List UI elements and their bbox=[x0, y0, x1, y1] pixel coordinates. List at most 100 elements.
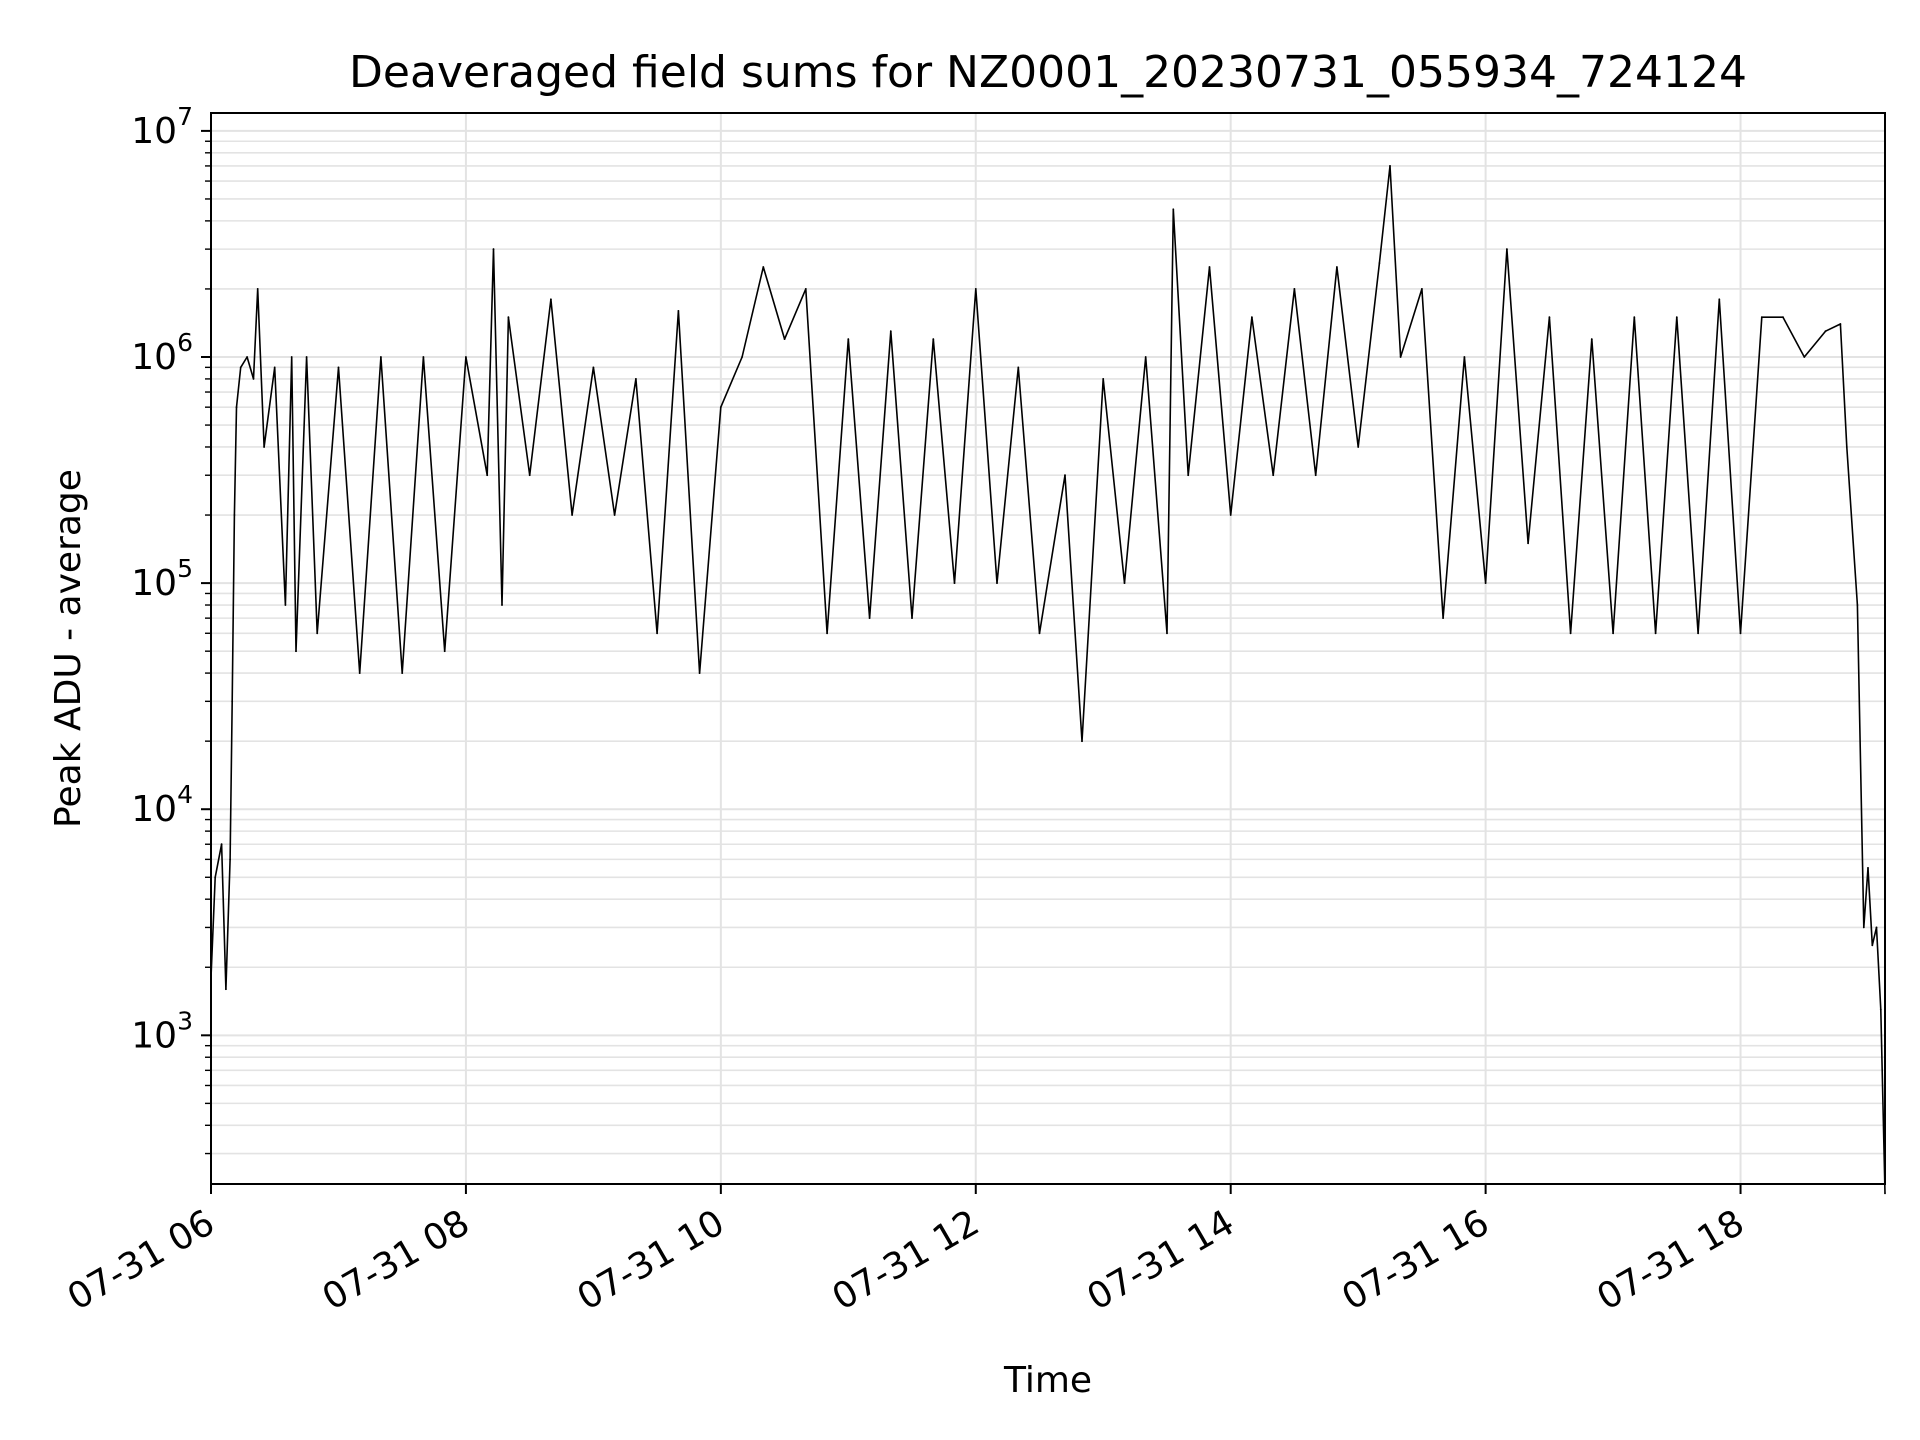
x-tick-label: 07-31 14 bbox=[1081, 1202, 1242, 1318]
data-point bbox=[635, 378, 637, 380]
data-point bbox=[847, 338, 850, 340]
plot-area-frame bbox=[210, 112, 1886, 1185]
y-tick-label: 105 bbox=[131, 554, 193, 604]
data-point bbox=[1675, 316, 1678, 319]
data-point bbox=[507, 316, 510, 319]
data-point bbox=[1017, 366, 1020, 369]
data-point bbox=[1166, 632, 1168, 635]
data-point bbox=[1314, 474, 1317, 477]
data-point bbox=[252, 378, 255, 380]
data-point bbox=[337, 366, 340, 369]
series-line bbox=[210, 165, 1886, 1194]
y-tick-label: 103 bbox=[131, 1006, 193, 1056]
data-point bbox=[263, 446, 265, 448]
data-point bbox=[231, 700, 234, 703]
y-tick-label-exponent: 3 bbox=[177, 1006, 193, 1035]
data-point bbox=[1590, 338, 1593, 340]
data-point bbox=[1867, 867, 1869, 869]
data-point bbox=[677, 310, 680, 312]
data-point bbox=[1782, 316, 1784, 319]
data-point bbox=[1839, 323, 1842, 325]
y-tick-label-base: 10 bbox=[131, 111, 177, 152]
data-point bbox=[1357, 446, 1360, 448]
data-point bbox=[284, 604, 287, 606]
data-point bbox=[592, 366, 595, 369]
x-axis-label: Time bbox=[1003, 1360, 1092, 1401]
data-point bbox=[1463, 356, 1466, 358]
x-tick-label: 07-31 16 bbox=[1335, 1202, 1496, 1318]
y-tick-label: 107 bbox=[131, 102, 193, 152]
data-point bbox=[783, 338, 786, 340]
data-point bbox=[492, 248, 495, 251]
data-point bbox=[1208, 266, 1211, 268]
major-grid bbox=[210, 113, 1885, 1184]
data-point bbox=[911, 617, 913, 619]
y-tick-label-exponent: 7 bbox=[177, 102, 193, 131]
x-tick-label: 07-31 08 bbox=[316, 1202, 477, 1318]
data-point bbox=[358, 672, 361, 674]
data-point bbox=[239, 366, 242, 369]
data-point bbox=[295, 650, 297, 653]
data-point bbox=[465, 356, 467, 358]
data-point bbox=[225, 988, 227, 991]
x-tick-label: 07-31 10 bbox=[571, 1202, 732, 1318]
x-tick-label: 07-31 18 bbox=[1590, 1202, 1751, 1318]
data-point bbox=[422, 356, 425, 358]
data-point bbox=[220, 843, 223, 846]
data-point bbox=[1612, 632, 1614, 635]
data-point bbox=[1569, 632, 1572, 635]
y-tick-label-exponent: 6 bbox=[177, 328, 193, 357]
data-point bbox=[889, 330, 892, 333]
data-point bbox=[1484, 582, 1487, 584]
data-point bbox=[804, 288, 807, 290]
data-point bbox=[486, 474, 489, 477]
data-point bbox=[1856, 604, 1859, 606]
y-tick-label: 104 bbox=[131, 780, 193, 830]
data-point bbox=[210, 976, 212, 979]
data-point bbox=[1824, 330, 1827, 333]
data-point bbox=[932, 338, 935, 340]
data-point bbox=[1739, 632, 1742, 635]
data-point bbox=[233, 514, 236, 516]
x-tick-label: 07-31 06 bbox=[61, 1202, 222, 1318]
data-point bbox=[550, 298, 552, 301]
data-point bbox=[401, 672, 404, 674]
data-point bbox=[273, 366, 276, 369]
data-point bbox=[571, 514, 573, 516]
data-point bbox=[1081, 740, 1083, 743]
data-point bbox=[305, 356, 308, 358]
y-tick-label-exponent: 4 bbox=[177, 780, 193, 809]
data-point bbox=[1803, 356, 1806, 358]
data-point bbox=[1378, 262, 1381, 265]
series-layer bbox=[210, 165, 1886, 1195]
data-point bbox=[1718, 298, 1721, 301]
data-point bbox=[656, 632, 658, 635]
data-point bbox=[1102, 378, 1105, 380]
data-point bbox=[290, 356, 293, 358]
data-point bbox=[1251, 316, 1253, 319]
y-tick-label-base: 10 bbox=[131, 563, 177, 604]
data-point bbox=[235, 406, 238, 409]
chart-title: Deaveraged field sums for NZ0001_2023073… bbox=[349, 47, 1747, 98]
data-point bbox=[1389, 165, 1391, 167]
data-point bbox=[719, 406, 722, 409]
data-point bbox=[1144, 356, 1147, 358]
data-point bbox=[1229, 514, 1232, 516]
data-point bbox=[1038, 632, 1041, 635]
data-point bbox=[1506, 248, 1508, 251]
x-tick-label: 07-31 12 bbox=[826, 1202, 987, 1318]
data-point bbox=[953, 582, 956, 584]
data-point bbox=[996, 582, 998, 584]
data-point bbox=[214, 876, 217, 879]
data-point bbox=[1187, 474, 1190, 477]
data-point bbox=[741, 356, 743, 358]
y-tick-label-base: 10 bbox=[131, 1015, 177, 1056]
data-point bbox=[974, 288, 977, 290]
data-point bbox=[1548, 316, 1551, 319]
data-point bbox=[1064, 474, 1066, 477]
data-point bbox=[1272, 474, 1275, 477]
data-point bbox=[1442, 617, 1444, 619]
data-point bbox=[316, 632, 319, 635]
